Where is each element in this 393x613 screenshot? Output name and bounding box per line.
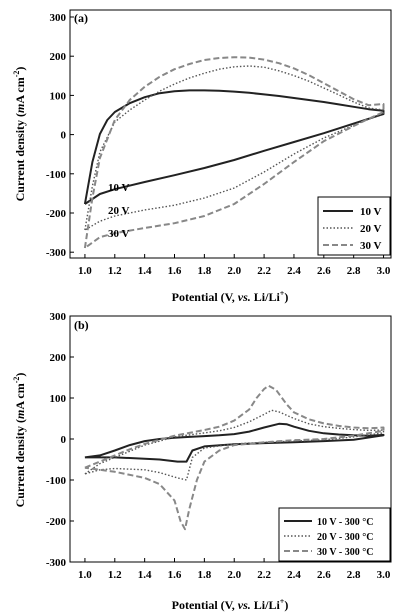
legend-label-30v: 30 V bbox=[360, 240, 382, 252]
x-tick-label-b: 1.6 bbox=[168, 569, 182, 581]
y-tick-label-a: 300 bbox=[50, 12, 67, 24]
annotation-20v: 20 V bbox=[108, 205, 130, 217]
x-tick-label-b: 2.4 bbox=[287, 569, 301, 581]
x-tick-label-b: 2.8 bbox=[347, 569, 361, 581]
y-tick-label-b: 200 bbox=[50, 352, 67, 364]
y-axis-label-a: Current density (mA cm-2) bbox=[12, 67, 27, 202]
x-tick-label-a: 1.8 bbox=[197, 265, 211, 277]
x-tick-label-a: 2.2 bbox=[257, 265, 271, 277]
series-line-a-1 bbox=[84, 65, 385, 231]
x-tick-label-a: 1.2 bbox=[108, 265, 122, 277]
legend-label-10v-300c: 10 V - 300 °C bbox=[317, 517, 373, 528]
x-tick-label-a: 2.8 bbox=[347, 265, 361, 277]
panel-label-b: (b) bbox=[74, 318, 89, 332]
series-b bbox=[84, 384, 385, 531]
x-tick-label-b: 2.2 bbox=[257, 569, 271, 581]
x-axis-label-a: Potential (V, vs. Li/Li+) bbox=[172, 289, 289, 304]
series-line-b-0 bbox=[84, 422, 385, 463]
x-tick-label-b: 1.4 bbox=[138, 569, 152, 581]
y-tick-label-b: -300 bbox=[46, 557, 67, 569]
annotation-30v: 30 V bbox=[108, 228, 130, 240]
panel-b: (b) 1.0 1.2 1.4 1.6 1.8 2.0 2.2 2.4 2.6 2.8 3.0 300… bbox=[12, 311, 392, 612]
ticks-a: 1.0 1.2 1.4 1.6 1.8 2.0 2.2 2.4 2.6 2.8 3.0 300 200 1… bbox=[46, 12, 391, 277]
x-axis-label-b: Potential (V, vs. Li/Li+) bbox=[172, 597, 289, 612]
x-tick-label-b: 3.0 bbox=[377, 569, 391, 581]
ticks-b: 1.0 1.2 1.4 1.6 1.8 2.0 2.2 2.4 2.6 2.8 3.0 300 200 1… bbox=[46, 311, 391, 581]
series-line-a-2 bbox=[83, 56, 385, 249]
y-tick-label-a: 0 bbox=[61, 130, 67, 142]
legend-b: 10 V - 300 °C 20 V - 300 °C 30 V - 300 °… bbox=[278, 507, 391, 562]
y-tick-label-a: -300 bbox=[46, 247, 67, 259]
panel-label-a: (a) bbox=[74, 11, 88, 25]
x-tick-label-a: 1.6 bbox=[168, 265, 182, 277]
y-tick-label-b: 300 bbox=[50, 311, 67, 323]
panel-a: (a) 1.0 1.2 1.4 1.6 1.8 2.0 2.2 2.4 2.6 2.8 3.0 300… bbox=[12, 9, 392, 304]
series-line-b-2 bbox=[84, 384, 385, 531]
x-tick-label-a: 2.0 bbox=[227, 265, 241, 277]
x-tick-label-b: 1.2 bbox=[108, 569, 122, 581]
y-tick-label-a: 100 bbox=[50, 90, 67, 102]
legend-label-20v-300c: 20 V - 300 °C bbox=[317, 532, 373, 543]
x-tick-label-a: 2.4 bbox=[287, 265, 301, 277]
plot-frame-a bbox=[69, 9, 392, 259]
x-tick-label-a: 2.6 bbox=[317, 265, 331, 277]
x-tick-label-b: 1.0 bbox=[78, 569, 92, 581]
legend-box-b bbox=[278, 507, 391, 562]
x-tick-label-a: 1.0 bbox=[78, 265, 92, 277]
y-tick-label-b: 100 bbox=[50, 393, 67, 405]
x-tick-label-a: 3.0 bbox=[377, 265, 391, 277]
legend-a: 10 V 20 V 30 V bbox=[317, 196, 391, 256]
legend-box-a bbox=[317, 196, 391, 256]
y-axis-label-b: Current density (mA cm-2) bbox=[12, 373, 27, 508]
y-tick-label-a: 200 bbox=[50, 51, 67, 63]
x-tick-label-b: 2.6 bbox=[317, 569, 331, 581]
x-tick-label-b: 2.0 bbox=[227, 569, 241, 581]
y-tick-label-b: 0 bbox=[61, 434, 67, 446]
x-tick-label-a: 1.4 bbox=[138, 265, 152, 277]
legend-label-20v: 20 V bbox=[360, 223, 382, 235]
series-line-a-0 bbox=[83, 89, 385, 205]
legend-label-30v-300c: 30 V - 300 °C bbox=[317, 547, 373, 558]
annotation-10v: 10 V bbox=[108, 182, 130, 194]
y-tick-label-b: -200 bbox=[46, 516, 67, 528]
series-a bbox=[83, 56, 385, 249]
y-tick-label-a: -200 bbox=[46, 208, 67, 220]
x-tick-label-b: 1.8 bbox=[197, 569, 211, 581]
legend-label-10v: 10 V bbox=[360, 206, 382, 218]
y-tick-label-a: -100 bbox=[46, 169, 67, 181]
y-tick-label-b: -100 bbox=[46, 475, 67, 487]
